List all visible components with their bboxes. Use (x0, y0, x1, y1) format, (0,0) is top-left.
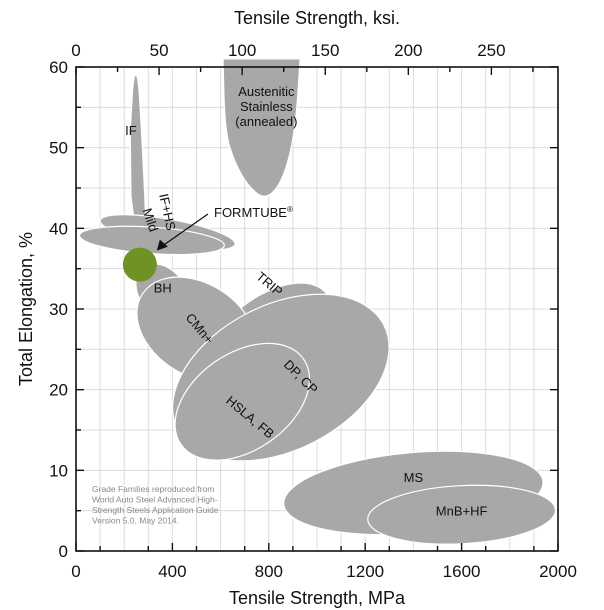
x2-tick-label: 150 (311, 41, 339, 60)
y-tick-label: 0 (59, 542, 68, 561)
x-tick-label: 2000 (539, 562, 577, 581)
grade-label-line: Austenitic (238, 84, 295, 99)
grade-blob-hsla-fb (174, 342, 311, 461)
grade-blob-mnb-hf (367, 484, 557, 545)
x2-tick-label: 200 (394, 41, 422, 60)
x2-tick-label: 50 (150, 41, 169, 60)
y-tick-label: 10 (49, 461, 68, 480)
callout-arrow-line (162, 213, 209, 247)
x-tick-label: 400 (158, 562, 186, 581)
grade-label-if: IF (125, 123, 137, 138)
x2-tick-label: 250 (477, 41, 505, 60)
x-axis-title: Tensile Strength, MPa (229, 588, 406, 608)
top-x-axis-title: Tensile Strength, ksi. (234, 8, 400, 28)
x-tick-label: 1200 (346, 562, 384, 581)
grade-label-mnb-hf: MnB+HF (436, 504, 488, 519)
x-tick-label: 1600 (443, 562, 481, 581)
formtube-marker (122, 247, 157, 282)
source-note-line: World Auto Steel Advanced High- (92, 495, 218, 505)
y-axis-title: Total Elongation, % (16, 232, 36, 386)
y-tick-label: 60 (49, 58, 68, 77)
x2-tick-label: 0 (71, 41, 80, 60)
y-tick-label: 20 (49, 381, 68, 400)
x-tick-label: 0 (71, 562, 80, 581)
source-note-line: Grade Families reproduced from (92, 484, 214, 494)
grade-label-mild: Mild (140, 206, 162, 233)
grade-label-line: (annealed) (235, 114, 297, 129)
grade-label-austenitic-stainless-annealed: Austenitic Stainless (annealed) (235, 84, 297, 129)
grade-label-bh: BH (154, 280, 172, 295)
formtube-callout: FORMTUBE® (122, 205, 293, 282)
grade-label-line: Stainless (240, 99, 293, 114)
y-tick-label: 50 (49, 139, 68, 158)
grade-blob-austenitic-stainless-annealed (222, 58, 301, 197)
formtube-label: FORMTUBE® (214, 205, 293, 220)
y-tick-label: 30 (49, 300, 68, 319)
source-note-line: Version 5.0, May 2014. (92, 516, 179, 526)
source-note-line: Strength Steels Application Guide (92, 505, 219, 515)
registered-mark: ® (287, 205, 293, 214)
grade-label-ms: MS (404, 470, 424, 485)
y-tick-label: 40 (49, 219, 68, 238)
callout-arrowhead (156, 239, 168, 251)
x-tick-label: 800 (255, 562, 283, 581)
x2-tick-label: 100 (228, 41, 256, 60)
